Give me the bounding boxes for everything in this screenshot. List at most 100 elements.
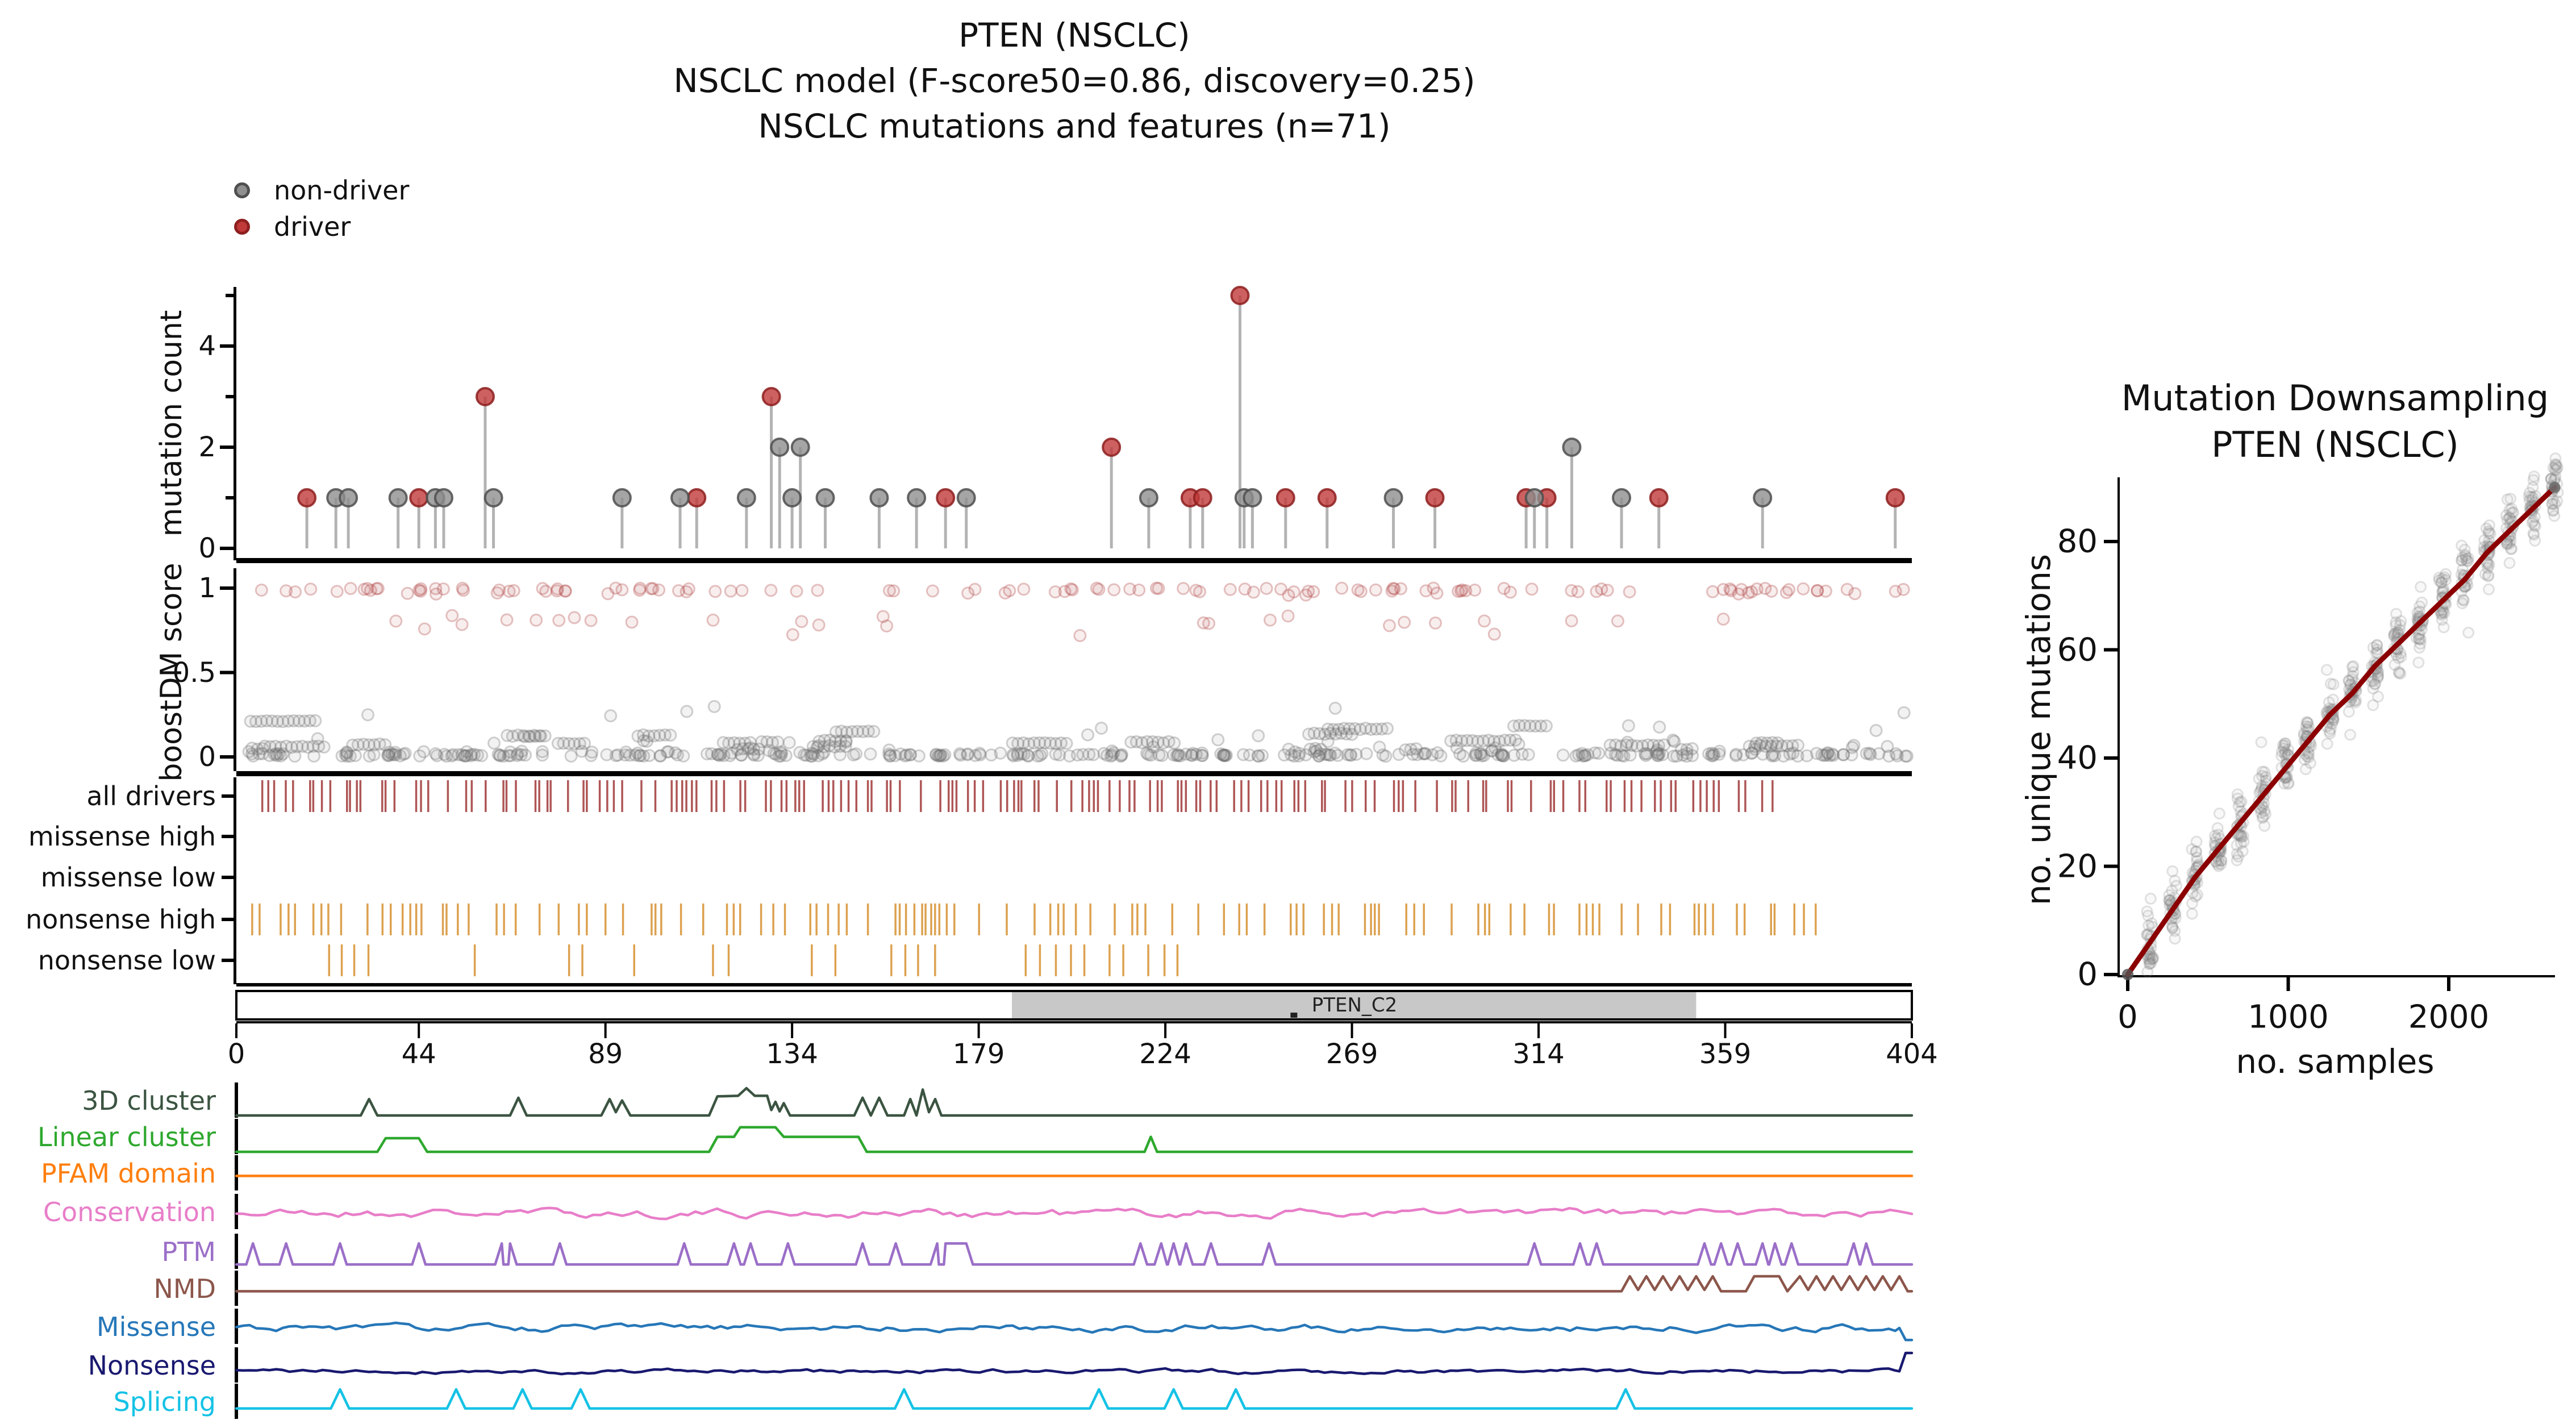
boostdm-point-nondriver [471, 748, 485, 762]
downsampling-point [2235, 796, 2248, 808]
downsampling-point [2412, 632, 2425, 645]
boostdm-point-nondriver [833, 739, 847, 753]
boostdm-point-nondriver [1353, 723, 1367, 736]
right-x-tick-label: 2000 [2408, 998, 2490, 1036]
boostdm-point-nondriver [272, 747, 286, 761]
track-label: NMD [153, 1273, 216, 1304]
boostdm-point-driver [1782, 583, 1796, 597]
boostdm-point-nondriver [502, 749, 515, 763]
boostdm-point-nondriver [752, 742, 766, 756]
boostdm-point-nondriver [1641, 738, 1654, 752]
boostdm-point-nondriver [511, 728, 525, 742]
boostdm-point-nondriver [1320, 748, 1334, 761]
downsampling-point [2281, 771, 2293, 783]
boostdm-point-driver [1454, 584, 1468, 598]
boostdm-point-nondriver [805, 750, 819, 763]
boostdm-point-nondriver [1518, 719, 1531, 732]
boostdm-point-nondriver [523, 730, 537, 743]
boostdm-point-nondriver [1329, 727, 1343, 741]
track-line [235, 1388, 1914, 1410]
boostdm-point-nondriver [1745, 747, 1758, 760]
non-driver-dot-icon [234, 182, 250, 198]
boostdm-point-nondriver [430, 749, 444, 763]
boostdm-point-nondriver [1170, 749, 1183, 763]
downsampling-point [2347, 666, 2360, 678]
boostdm-point-nondriver [260, 714, 273, 727]
boostdm-point-nondriver [1324, 748, 1337, 762]
downsampling-point [2527, 481, 2539, 494]
boostdm-point-driver [1064, 582, 1078, 596]
boostdm-point-nondriver [1014, 747, 1028, 761]
boostdm-point-nondriver [1539, 719, 1553, 732]
boostdm-point-nondriver [1666, 733, 1680, 747]
right-x-tick-label: 0 [2118, 998, 2138, 1036]
boostdm-point-nondriver [311, 732, 324, 746]
boostdm-point-nondriver [760, 735, 774, 749]
boostdm-point-nondriver [741, 742, 755, 756]
downsampling-point [2528, 519, 2541, 531]
boostdm-point-nondriver [1845, 748, 1858, 761]
boostdm-point-driver [361, 582, 374, 596]
track-axis-bar [235, 1155, 238, 1190]
right-x-tick-label: 1000 [2248, 998, 2329, 1036]
boostdm-point-nondriver [1881, 740, 1894, 753]
downsampling-point [2459, 549, 2471, 561]
boostdm-point-nondriver [288, 750, 302, 763]
downsampling-point [2302, 746, 2315, 759]
boostdm-point-nondriver [455, 748, 469, 761]
boostdm-point-nondriver [864, 747, 877, 761]
boostdm-point-nondriver [1411, 748, 1424, 761]
boostdm-point-nondriver [357, 738, 370, 751]
downsampling-point [2282, 748, 2294, 761]
boostdm-point-nondriver [1889, 747, 1903, 761]
downsampling-point [2414, 600, 2426, 613]
right-y-tick [2104, 540, 2118, 543]
raster-row-tick [222, 918, 234, 921]
downsampling-point [2460, 553, 2472, 565]
downsampling-point [2415, 633, 2427, 646]
boostdm-point-nondriver [642, 729, 656, 743]
boostdm-point-nondriver [1007, 749, 1020, 763]
boostdm-point-nondriver [1815, 748, 1829, 761]
boostdm-point-nondriver [335, 749, 349, 763]
domain-marker [1290, 1013, 1298, 1018]
boostdm-point-nondriver [961, 747, 974, 761]
boostdm-point-nondriver [265, 714, 279, 728]
boostdm-point-nondriver [1507, 748, 1521, 762]
main-x-tick-label: 44 [401, 1038, 436, 1070]
non-driver-mutation-marker [339, 488, 359, 507]
boostdm-point-nondriver [382, 746, 396, 759]
boostdm-point-nondriver [518, 730, 531, 743]
boostdm-point-driver [414, 582, 428, 596]
boostdm-point-nondriver [295, 739, 309, 753]
boostdm-point-driver [455, 618, 469, 631]
downsampling-point [2371, 646, 2384, 659]
boostdm-point-nondriver [1141, 748, 1155, 761]
boostdm-point-nondriver [1487, 735, 1501, 748]
boostdm-point-nondriver [1680, 750, 1694, 763]
boostdm-point-nondriver [1312, 749, 1326, 763]
boostdm-point-driver [507, 584, 520, 597]
boostdm-point-nondriver [1615, 748, 1629, 762]
boostdm-point-driver [490, 586, 504, 600]
boostdm-point-nondriver [912, 749, 926, 763]
boostdm-point-driver [1889, 585, 1902, 598]
boostdm-point-nondriver [256, 747, 269, 760]
main-x-tick [1537, 1023, 1540, 1038]
boostdm-point-nondriver [1619, 738, 1633, 752]
boostdm-point-nondriver [346, 738, 360, 752]
boostdm-point-nondriver [1162, 735, 1176, 748]
boostdm-point-nondriver [1124, 735, 1138, 749]
boostdm-point-nondriver [519, 748, 532, 762]
boostdm-point-driver [961, 586, 975, 600]
downsampling-point [2282, 778, 2294, 790]
downsampling-point [2344, 678, 2357, 691]
boostdm-point-driver [1716, 582, 1730, 596]
boostdm-point-nondriver [1359, 722, 1373, 735]
downsampling-point [2529, 490, 2541, 502]
downsampling-point [2145, 917, 2158, 930]
boostdm-point-nondriver [1837, 748, 1850, 761]
boostdm-point-driver [672, 584, 686, 598]
